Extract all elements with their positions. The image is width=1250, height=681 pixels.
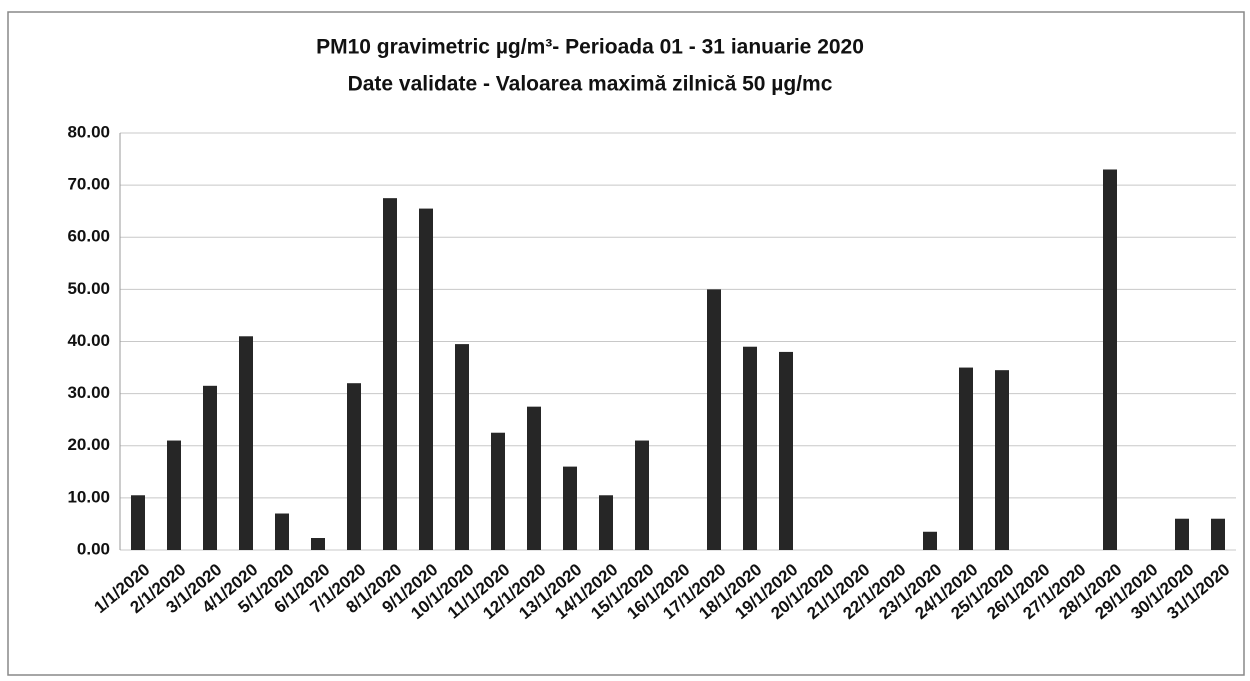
bar	[491, 432, 505, 550]
bar	[131, 495, 145, 550]
bar	[311, 538, 325, 550]
y-tick-label: 40.00	[67, 331, 110, 350]
y-tick-label: 20.00	[67, 435, 110, 454]
chart-border	[7, 11, 1245, 676]
bar	[455, 344, 469, 550]
y-tick-label: 10.00	[67, 487, 110, 506]
bar	[1211, 518, 1225, 550]
y-tick-label: 70.00	[67, 175, 110, 194]
y-tick-label: 80.00	[67, 122, 110, 141]
y-tick-label: 30.00	[67, 383, 110, 402]
y-tick-label: 60.00	[67, 227, 110, 246]
bar	[599, 495, 613, 550]
bar	[1175, 518, 1189, 550]
chart-subtitle: Date validate - Valoarea maximă zilnică …	[348, 73, 833, 96]
bar	[527, 406, 541, 550]
bar	[779, 351, 793, 550]
bar	[419, 208, 433, 551]
bar	[563, 466, 577, 550]
bar	[959, 367, 973, 550]
bar	[995, 370, 1009, 550]
bar	[635, 440, 649, 550]
y-tick-label: 0.00	[77, 539, 110, 558]
bar	[167, 440, 181, 550]
bar	[923, 531, 937, 550]
bar	[203, 385, 217, 550]
bar	[707, 289, 721, 550]
bar	[383, 198, 397, 550]
bar	[275, 513, 289, 550]
y-tick-label: 50.00	[67, 279, 110, 298]
bar	[743, 346, 757, 550]
bar	[347, 383, 361, 550]
bar	[1103, 169, 1117, 551]
chart-title: PM10 gravimetric µg/m³- Perioada 01 - 31…	[316, 36, 864, 59]
bar	[239, 336, 253, 550]
